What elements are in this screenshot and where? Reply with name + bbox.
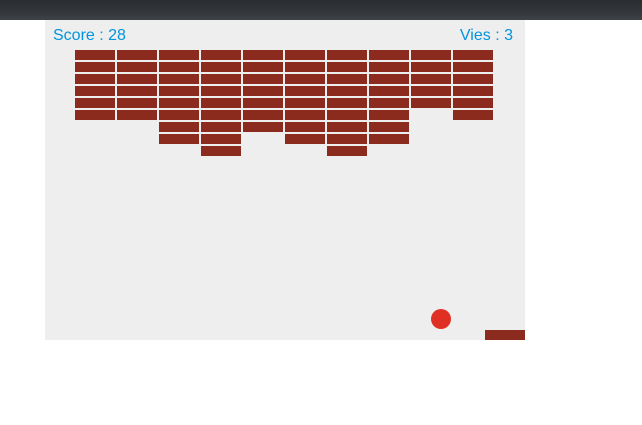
brick bbox=[117, 86, 157, 96]
brick bbox=[201, 74, 241, 84]
brick bbox=[243, 62, 283, 72]
game-canvas[interactable]: Score : 28 Vies : 3 bbox=[45, 20, 525, 340]
brick bbox=[75, 74, 115, 84]
brick bbox=[159, 86, 199, 96]
brick bbox=[75, 62, 115, 72]
brick bbox=[453, 62, 493, 72]
brick bbox=[369, 110, 409, 120]
brick bbox=[201, 146, 241, 156]
score-value: 28 bbox=[108, 27, 126, 44]
brick bbox=[243, 86, 283, 96]
brick bbox=[411, 86, 451, 96]
brick bbox=[75, 86, 115, 96]
brick bbox=[369, 98, 409, 108]
brick bbox=[201, 134, 241, 144]
paddle[interactable] bbox=[485, 330, 525, 340]
brick bbox=[285, 86, 325, 96]
brick bbox=[243, 110, 283, 120]
brick bbox=[453, 98, 493, 108]
brick bbox=[327, 134, 367, 144]
brick bbox=[75, 50, 115, 60]
brick bbox=[159, 110, 199, 120]
brick bbox=[327, 62, 367, 72]
brick bbox=[411, 98, 451, 108]
brick bbox=[117, 98, 157, 108]
brick bbox=[285, 134, 325, 144]
brick bbox=[453, 110, 493, 120]
brick bbox=[117, 50, 157, 60]
brick bbox=[117, 62, 157, 72]
brick bbox=[369, 62, 409, 72]
brick bbox=[243, 74, 283, 84]
lives-label: Vies : bbox=[459, 27, 505, 44]
brick bbox=[159, 50, 199, 60]
brick bbox=[117, 110, 157, 120]
brick bbox=[411, 74, 451, 84]
brick bbox=[327, 110, 367, 120]
brick bbox=[285, 122, 325, 132]
brick bbox=[159, 122, 199, 132]
brick bbox=[75, 110, 115, 120]
brick bbox=[327, 50, 367, 60]
brick bbox=[327, 98, 367, 108]
brick bbox=[201, 110, 241, 120]
brick bbox=[243, 122, 283, 132]
brick bbox=[117, 74, 157, 84]
brick bbox=[75, 98, 115, 108]
brick bbox=[369, 86, 409, 96]
score-label: Score : bbox=[53, 27, 109, 44]
brick bbox=[327, 86, 367, 96]
brick bbox=[285, 62, 325, 72]
brick bbox=[411, 62, 451, 72]
browser-top-bar bbox=[0, 0, 642, 20]
brick bbox=[201, 50, 241, 60]
brick bbox=[411, 50, 451, 60]
brick bbox=[369, 50, 409, 60]
brick bbox=[453, 50, 493, 60]
brick bbox=[285, 98, 325, 108]
brick bbox=[159, 74, 199, 84]
ball bbox=[431, 309, 451, 329]
score-display: Score : 28 bbox=[53, 26, 126, 46]
brick bbox=[285, 110, 325, 120]
brick bbox=[159, 134, 199, 144]
brick bbox=[201, 86, 241, 96]
brick bbox=[369, 74, 409, 84]
brick bbox=[285, 50, 325, 60]
lives-value: 3 bbox=[504, 27, 513, 44]
brick bbox=[243, 50, 283, 60]
brick bbox=[201, 62, 241, 72]
brick bbox=[327, 122, 367, 132]
brick bbox=[159, 62, 199, 72]
brick bbox=[201, 98, 241, 108]
lives-display: Vies : 3 bbox=[460, 26, 513, 46]
brick bbox=[327, 74, 367, 84]
brick bbox=[453, 74, 493, 84]
brick bbox=[243, 98, 283, 108]
brick bbox=[369, 122, 409, 132]
brick bbox=[369, 134, 409, 144]
brick bbox=[285, 74, 325, 84]
brick bbox=[201, 122, 241, 132]
brick bbox=[159, 98, 199, 108]
brick bbox=[327, 146, 367, 156]
brick bbox=[453, 86, 493, 96]
